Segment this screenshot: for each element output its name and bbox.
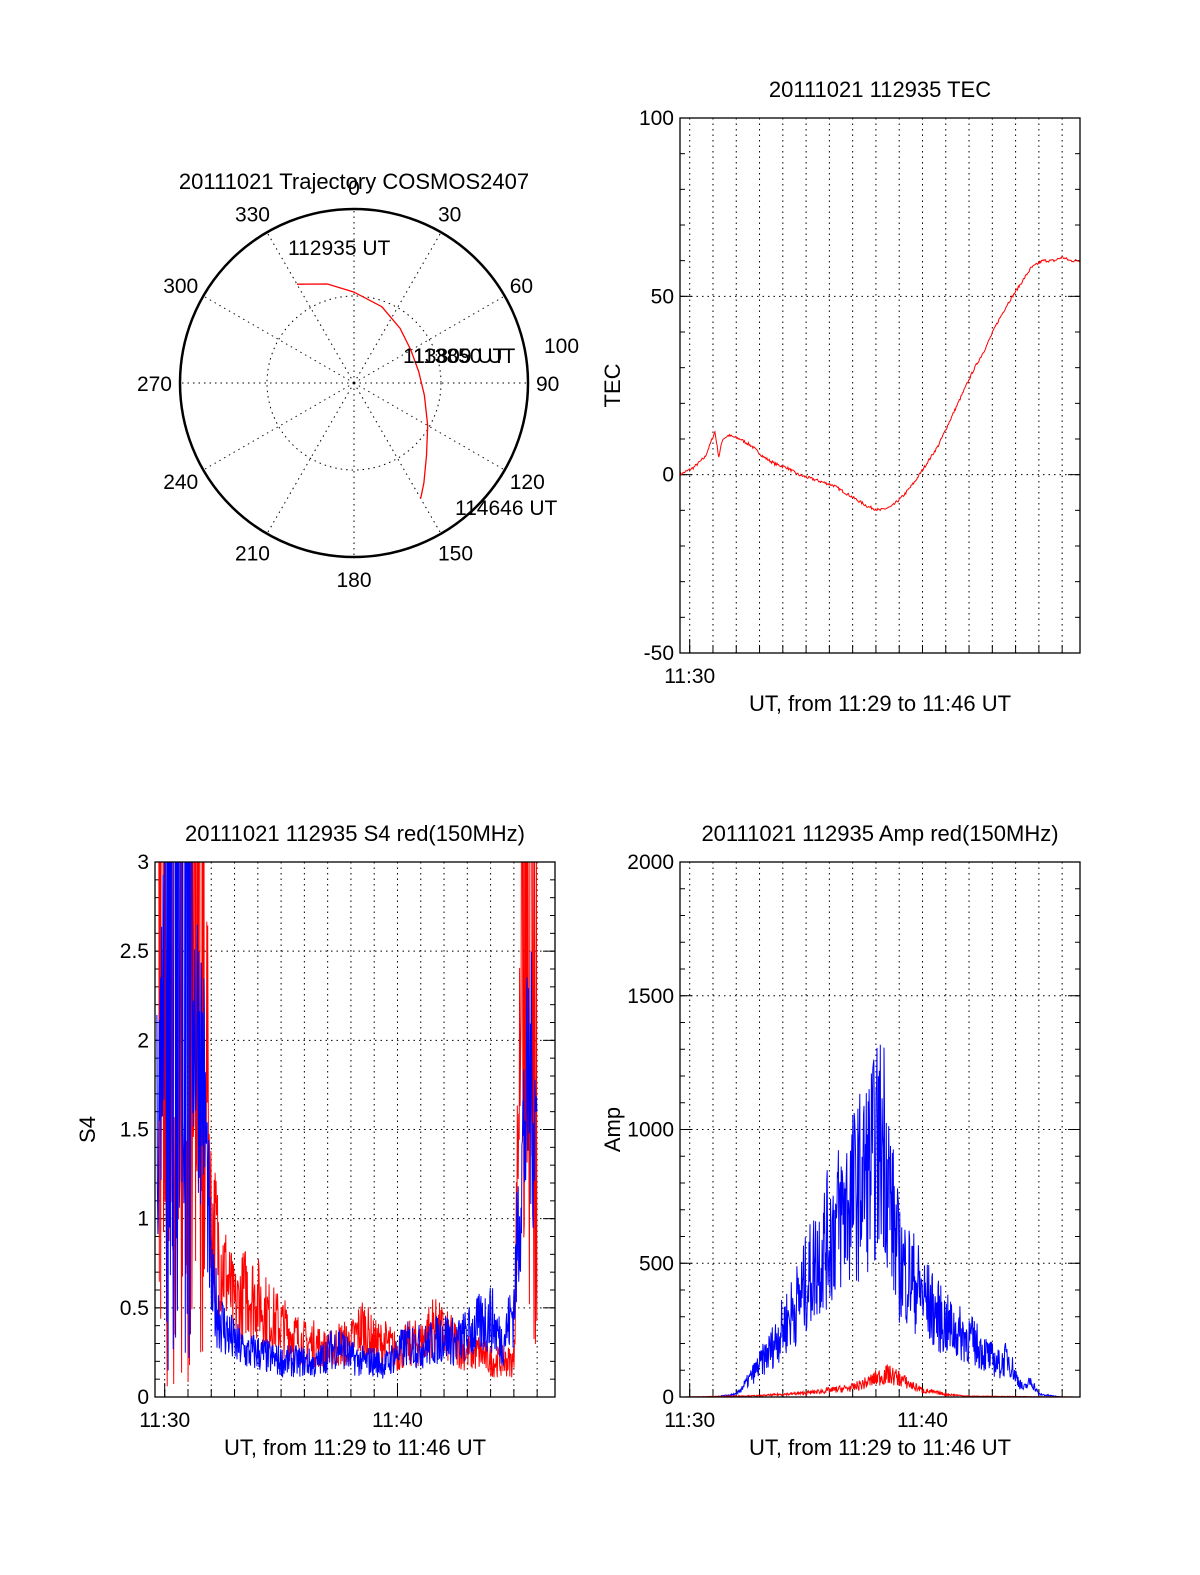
y-tick-label: 500 xyxy=(639,1252,674,1275)
angle-label: 240 xyxy=(163,471,198,494)
chart-title: 20111021 112935 TEC xyxy=(769,77,991,102)
series-line-0 xyxy=(680,255,1080,512)
radius-label: 100 xyxy=(544,335,579,358)
y-tick-label: 1 xyxy=(137,1208,149,1231)
plot-frame xyxy=(154,861,556,1398)
y-tick-label: 2.5 xyxy=(120,940,149,963)
chart-title: 20111021 Trajectory COSMOS2407 xyxy=(179,169,529,194)
angle-label: 330 xyxy=(235,203,270,226)
angle-label: 210 xyxy=(235,543,270,566)
y-axis-label: TEC xyxy=(600,363,625,407)
y-tick-label: -50 xyxy=(644,642,674,665)
y-tick-label: 0 xyxy=(662,464,674,487)
x-tick-label: 11:30 xyxy=(139,1409,190,1432)
spoke xyxy=(353,382,505,471)
angle-label: 270 xyxy=(137,373,172,396)
y-tick-label: 1000 xyxy=(627,1119,674,1142)
y-tick-label: 1500 xyxy=(627,985,674,1008)
angle-label: 30 xyxy=(438,203,461,226)
angle-label: 0 xyxy=(348,177,360,200)
y-axis-label: Amp xyxy=(600,1107,625,1152)
angle-label: 180 xyxy=(336,569,371,592)
annotation-mid-2: 113850 UT xyxy=(413,345,516,368)
x-axis-label: UT, from 11:29 to 11:46 UT xyxy=(749,691,1011,716)
spoke xyxy=(266,232,355,384)
x-tick-label: 11:40 xyxy=(897,1409,948,1432)
spoke xyxy=(353,232,442,384)
y-tick-label: 50 xyxy=(651,285,674,308)
panel-trajectory: 0 30 60 90 120 150 180 210 240 270 300 330 100 201110… xyxy=(137,169,579,592)
trajectory-line xyxy=(296,283,429,499)
panel-tec: -50 0 50 100 11:30 20111021 112935 TEC UT, fro… xyxy=(600,77,1081,716)
chart-title: 20111021 112935 Amp red(150MHz) xyxy=(701,821,1058,846)
spoke xyxy=(266,382,355,534)
spoke xyxy=(353,295,505,384)
x-tick-label: 11:30 xyxy=(664,665,715,688)
plot-frame xyxy=(679,861,1081,1398)
angle-label: 300 xyxy=(163,275,198,298)
y-tick-label: 3 xyxy=(137,851,149,874)
annotation-mid-1: 113809 UT xyxy=(403,345,506,368)
y-tick-label: 0 xyxy=(137,1386,149,1409)
spoke xyxy=(353,382,442,534)
y-tick-label: 2 xyxy=(137,1029,149,1052)
y-tick-label: 1.5 xyxy=(120,1119,149,1142)
spoke xyxy=(203,382,355,471)
series-line-0 xyxy=(681,1044,1080,1397)
inner-ring xyxy=(266,295,442,471)
series-line-0 xyxy=(158,862,538,1387)
x-tick-label: 11:40 xyxy=(372,1409,423,1432)
x-tick-label: 11:30 xyxy=(664,1409,715,1432)
panel-s4: 0 0.5 1 1.5 2 2.5 3 11:30 11:40 20111021 112935 S… xyxy=(75,821,556,1460)
angle-label: 120 xyxy=(510,471,545,494)
y-tick-label: 2000 xyxy=(627,851,674,874)
x-axis-label: UT, from 11:29 to 11:46 UT xyxy=(749,1435,1011,1460)
y-axis-label: S4 xyxy=(75,1116,100,1143)
y-tick-label: 0.5 xyxy=(120,1297,149,1320)
x-axis-label: UT, from 11:29 to 11:46 UT xyxy=(224,1435,486,1460)
angle-label: 90 xyxy=(536,373,559,396)
outer-ring xyxy=(178,207,530,559)
plot-frame xyxy=(679,117,1081,654)
annotation-start: 112935 UT xyxy=(288,237,391,260)
annotation-end: 114646 UT xyxy=(455,497,558,520)
y-tick-label: 0 xyxy=(662,1386,674,1409)
chart-title: 20111021 112935 S4 red(150MHz) xyxy=(185,821,525,846)
series-line-1 xyxy=(156,862,538,1379)
angle-label: 150 xyxy=(438,543,473,566)
angle-label: 60 xyxy=(510,275,533,298)
panel-amp: 0 500 1000 1500 2000 11:30 11:40 20111021 11293… xyxy=(600,821,1081,1460)
y-tick-label: 100 xyxy=(639,107,674,130)
spoke xyxy=(203,295,355,384)
